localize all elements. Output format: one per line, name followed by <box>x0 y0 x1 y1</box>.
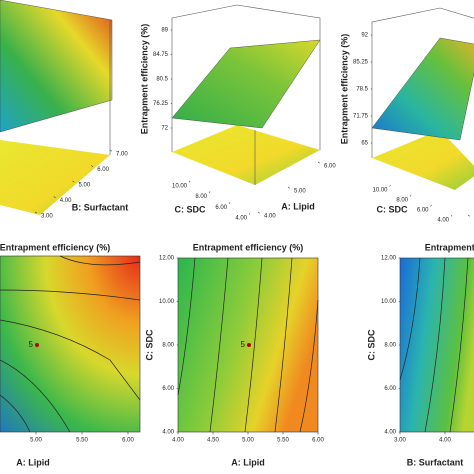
design-point <box>247 343 251 347</box>
tick-label: 6.00 <box>215 205 227 211</box>
tick-mark <box>389 184 391 187</box>
tick-label: 4.00 <box>235 216 247 222</box>
tick-label: 7.00 <box>116 152 128 158</box>
axis-label: A: Lipid <box>16 457 50 467</box>
tick-label: 12.00 <box>381 256 397 262</box>
floor <box>372 130 474 190</box>
axis-label: Entrapment efficiency (%) <box>139 24 149 135</box>
tick-label: 10.00 <box>381 299 397 305</box>
contours <box>0 255 474 433</box>
tick-label: 8.00 <box>384 343 396 349</box>
floor <box>172 125 320 185</box>
axis-label: A: Lipid <box>281 201 315 211</box>
tick-label: 89 <box>161 28 168 34</box>
axis-label: A: Lipid <box>231 457 265 467</box>
tick-label: 10.00 <box>159 299 175 305</box>
tick-mark <box>450 214 453 217</box>
tick-label: 84.75 <box>153 52 169 58</box>
contour-line <box>399 257 469 433</box>
tick-label: 5.00 <box>79 183 91 189</box>
tick-label: 4.00 <box>384 430 396 436</box>
axis-label: B: Surfactant <box>72 202 129 212</box>
tick-label: 8.00 <box>162 343 174 349</box>
floor <box>0 140 110 215</box>
axis-label: C: SDC <box>377 204 408 214</box>
surfaces <box>0 0 474 215</box>
tick-mark <box>53 196 56 198</box>
axis-label: C: SDC <box>144 329 154 360</box>
design-point-label: 5 <box>241 340 246 349</box>
contour-area <box>399 257 474 433</box>
axis-label: Entrapment efficiency (%) <box>0 242 110 252</box>
tick-label: 6.00 <box>162 386 174 392</box>
tick-mark <box>467 214 470 217</box>
tick-label: 5.50 <box>76 438 88 444</box>
box-edge <box>371 7 474 158</box>
design-point-label: 5 <box>29 340 34 349</box>
tick-label: 4.00 <box>264 214 276 220</box>
tick-label: 6.00 <box>97 167 109 173</box>
box-edge <box>171 4 321 152</box>
tick-label: 10.00 <box>172 183 188 189</box>
tick-label: 8.00 <box>195 194 207 200</box>
tick-label: 6.00 <box>122 438 134 444</box>
contour-line <box>0 255 141 433</box>
tick-label: 3.00 <box>394 438 406 444</box>
tick-mark <box>287 186 290 189</box>
tick-label: 6.00 <box>312 438 324 444</box>
tick-label: 5.50 <box>277 438 289 444</box>
tick-label: 4.00 <box>172 438 184 444</box>
tick-mark <box>91 165 94 167</box>
axis-label: Entrapment efficiency (%) <box>339 34 349 145</box>
tick-mark <box>257 211 260 214</box>
surface <box>171 39 321 129</box>
axis-label: B: Surfactant <box>407 457 464 467</box>
tick-label: 78.5 <box>356 87 368 93</box>
surface <box>371 37 474 141</box>
tick-label: 3.00 <box>41 214 53 220</box>
tick-label: 72 <box>161 126 168 132</box>
tick-label: 4.00 <box>437 218 449 224</box>
tick-label: 85.25 <box>353 60 369 66</box>
tick-label: 71.75 <box>353 114 369 120</box>
tick-mark <box>208 191 211 194</box>
tick-mark <box>248 212 251 215</box>
tick-mark <box>34 211 37 214</box>
contour-area <box>0 255 141 433</box>
surface <box>0 0 113 133</box>
tick-label: 6.00 <box>384 386 396 392</box>
tick-label: 4.00 <box>162 430 174 436</box>
tick-label: 76.25 <box>153 101 169 107</box>
tick-label: 4.00 <box>439 438 451 444</box>
tick-label: 6.00 <box>324 164 336 170</box>
tick-mark <box>228 202 231 204</box>
axis-label: C: SDC <box>366 329 376 360</box>
tick-mark <box>409 194 412 197</box>
tick-mark <box>317 161 320 164</box>
tick-label: 12.00 <box>159 256 175 262</box>
tick-mark <box>72 180 75 183</box>
design-point <box>35 343 39 347</box>
tick-mark <box>430 204 432 207</box>
tick-label: 65 <box>361 141 368 147</box>
tick-mark <box>109 149 112 152</box>
axis-label: Entrapment efficiency (%) <box>425 242 474 252</box>
tick-label: 5.00 <box>294 189 306 195</box>
tick-label: 10.00 <box>372 188 388 194</box>
tick-label: 6.00 <box>417 208 429 214</box>
tick-label: 4.00 <box>60 198 72 204</box>
tick-label: 80.5 <box>156 77 168 83</box>
contour-line <box>177 257 319 433</box>
tick-mark <box>188 180 191 183</box>
tick-label: 5.00 <box>242 438 254 444</box>
tick-label: 5.00 <box>30 438 42 444</box>
axis-label: Entrapment efficiency (%) <box>193 242 304 252</box>
tick-label: 4.50 <box>207 438 219 444</box>
tick-label: 92 <box>361 33 368 39</box>
tick-label: 8.00 <box>396 198 408 204</box>
axis-label: C: SDC <box>175 204 206 214</box>
